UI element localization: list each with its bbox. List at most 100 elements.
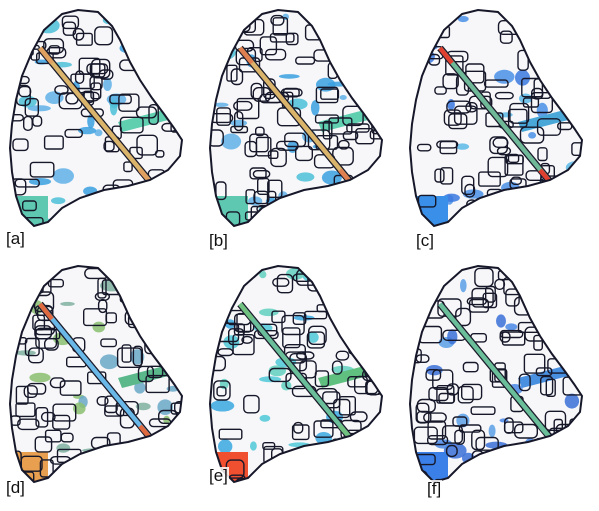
street-block bbox=[306, 331, 326, 349]
colored-block bbox=[321, 170, 342, 185]
street-block bbox=[356, 90, 368, 107]
street-block bbox=[432, 369, 454, 390]
street-block bbox=[537, 147, 548, 162]
street-network-map bbox=[208, 264, 384, 484]
street-block bbox=[537, 66, 554, 78]
street-block bbox=[513, 423, 538, 439]
colored-block bbox=[92, 321, 106, 333]
street-block bbox=[72, 212, 95, 226]
street-block bbox=[376, 212, 382, 223]
street-block bbox=[165, 340, 182, 359]
street-block bbox=[371, 72, 382, 95]
street-block bbox=[525, 204, 545, 225]
colored-block bbox=[524, 199, 545, 215]
street-block bbox=[465, 101, 478, 113]
street-block bbox=[519, 126, 545, 144]
street-block bbox=[259, 36, 278, 56]
colored-block bbox=[94, 129, 103, 137]
street-block bbox=[442, 73, 459, 90]
street-block bbox=[309, 272, 331, 283]
street-block bbox=[457, 385, 474, 404]
street-block bbox=[119, 455, 135, 476]
street-block bbox=[39, 459, 54, 478]
colored-block bbox=[499, 418, 509, 423]
street-block bbox=[530, 91, 553, 114]
street-block bbox=[349, 339, 363, 355]
street-block bbox=[19, 44, 31, 60]
colored-block bbox=[366, 204, 382, 214]
street-block bbox=[104, 475, 127, 482]
street-block bbox=[24, 28, 39, 42]
street-block bbox=[232, 333, 255, 356]
colored-block bbox=[221, 133, 242, 150]
street-block bbox=[325, 285, 350, 304]
colored-block bbox=[60, 301, 75, 306]
street-block bbox=[322, 120, 333, 140]
street-block bbox=[314, 370, 330, 388]
street-block bbox=[374, 36, 382, 50]
street-block bbox=[439, 167, 454, 185]
colored-block bbox=[210, 400, 235, 412]
street-block bbox=[218, 11, 234, 27]
street-block bbox=[303, 310, 328, 320]
street-block bbox=[333, 30, 358, 40]
street-block bbox=[230, 125, 249, 134]
street-block bbox=[269, 33, 295, 43]
colored-block bbox=[307, 189, 315, 200]
street-block bbox=[125, 213, 140, 226]
street-block bbox=[61, 15, 80, 30]
street-block bbox=[291, 424, 310, 441]
colored-block bbox=[488, 209, 503, 217]
colored-block bbox=[278, 74, 300, 79]
street-block bbox=[372, 279, 382, 295]
street-block bbox=[23, 115, 33, 132]
street-block bbox=[489, 136, 509, 155]
street-block bbox=[458, 424, 482, 433]
colored-block bbox=[541, 298, 553, 314]
street-block bbox=[11, 22, 34, 37]
street-block bbox=[126, 290, 149, 305]
street-block bbox=[123, 161, 133, 173]
colored-block bbox=[134, 381, 146, 394]
street-block bbox=[410, 299, 421, 318]
street-block bbox=[168, 10, 182, 22]
colored-block bbox=[531, 454, 555, 465]
main-corridor bbox=[38, 302, 154, 442]
street-block bbox=[160, 31, 177, 43]
colored-block bbox=[532, 461, 540, 467]
street-block bbox=[499, 30, 513, 44]
colored-block bbox=[230, 119, 248, 127]
street-block bbox=[448, 113, 468, 130]
street-block bbox=[335, 439, 348, 458]
street-block bbox=[12, 138, 29, 152]
street-block bbox=[462, 361, 479, 373]
map-panel-e: [e] bbox=[200, 256, 399, 511]
corridor-tip-north bbox=[438, 302, 454, 321]
street-block bbox=[504, 154, 524, 176]
panel-label: [a] bbox=[5, 229, 26, 248]
corridor-tip-north bbox=[438, 46, 454, 65]
street-block bbox=[257, 177, 270, 196]
street-block bbox=[487, 200, 499, 211]
street-block bbox=[509, 102, 530, 124]
street-block bbox=[157, 27, 168, 38]
street-block bbox=[132, 345, 143, 367]
street-block bbox=[445, 444, 458, 458]
street-block bbox=[535, 305, 554, 327]
street-block bbox=[469, 215, 481, 226]
colored-block bbox=[565, 198, 582, 205]
colored-block bbox=[59, 211, 66, 221]
street-block bbox=[531, 266, 546, 278]
street-block bbox=[482, 292, 498, 309]
main-corridor bbox=[238, 302, 354, 442]
street-block bbox=[24, 337, 40, 357]
street-block bbox=[342, 105, 364, 127]
colored-block bbox=[455, 143, 470, 150]
street-block bbox=[119, 116, 144, 134]
street-block bbox=[475, 197, 500, 214]
street-block bbox=[148, 103, 159, 125]
street-block bbox=[348, 335, 371, 355]
street-block bbox=[74, 70, 85, 85]
street-block bbox=[494, 91, 514, 100]
street-block bbox=[320, 290, 333, 299]
